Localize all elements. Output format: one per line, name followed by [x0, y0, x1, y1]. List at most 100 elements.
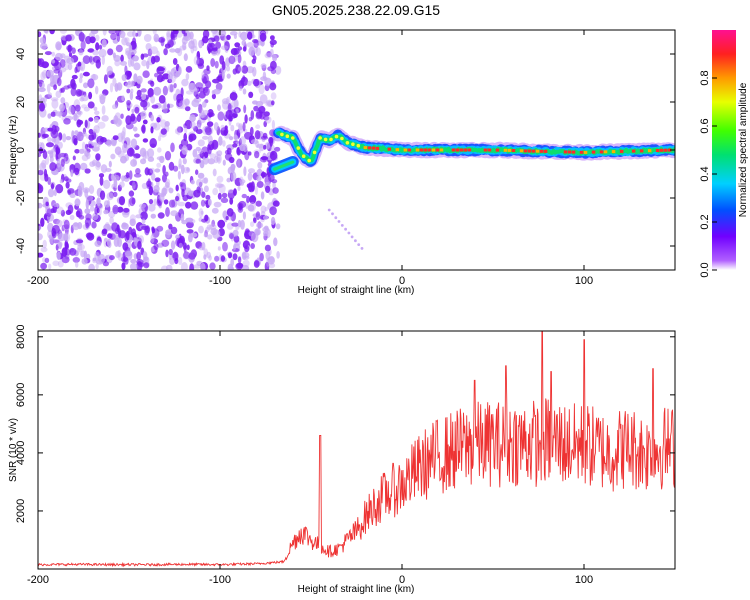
secondary-track	[268, 156, 299, 176]
tone-peak	[291, 136, 295, 140]
noise-blob	[50, 111, 56, 117]
noise-blob	[38, 132, 41, 138]
noise-blob	[203, 151, 209, 158]
noise-blob	[129, 262, 138, 270]
spectrogram-xtick-label: 0	[399, 275, 405, 287]
noise-blob	[197, 139, 205, 147]
noise-blob	[240, 136, 246, 146]
tone-core	[423, 148, 428, 152]
noise-blob	[121, 222, 129, 230]
noise-blob	[208, 113, 212, 118]
noise-blob	[125, 50, 132, 56]
noise-blob	[61, 247, 68, 257]
noise-blob	[110, 153, 116, 160]
noise-blob	[260, 191, 265, 200]
noise-blob	[240, 76, 249, 86]
noise-blob	[188, 82, 194, 91]
noise-blob	[165, 264, 173, 270]
noise-blob	[50, 74, 55, 85]
noise-blob	[65, 181, 70, 189]
noise-blob	[220, 45, 229, 50]
noise-blob	[112, 104, 118, 110]
tone-core	[451, 148, 456, 152]
noise-blob	[48, 263, 52, 270]
noise-blob	[106, 65, 113, 76]
noise-blob	[81, 258, 88, 265]
noise-blob	[53, 189, 57, 197]
noise-blob	[105, 168, 112, 172]
tone-peak	[318, 136, 322, 140]
noise-blob	[201, 218, 207, 223]
noise-blob	[84, 188, 89, 198]
tone-band	[276, 130, 675, 164]
noise-blob	[136, 75, 143, 85]
noise-blob	[95, 42, 100, 51]
noise-blob	[270, 35, 275, 41]
noise-blob	[234, 42, 241, 48]
noise-blob	[124, 250, 132, 257]
noise-blob	[153, 243, 159, 251]
noise-blob	[88, 185, 95, 194]
noise-blob	[168, 75, 176, 84]
noise-blob	[198, 112, 206, 118]
noise-blob	[188, 233, 193, 243]
noise-blob	[150, 56, 156, 65]
tone-core	[639, 149, 644, 153]
noise-blob	[98, 48, 107, 58]
tone-core	[531, 149, 536, 153]
noise-blob	[98, 93, 107, 100]
snr-xtick-label: -100	[209, 574, 231, 586]
tone-peak	[329, 137, 333, 142]
noise-blob	[254, 185, 258, 195]
noise-blob	[217, 192, 222, 200]
noise-blob	[168, 161, 175, 171]
noise-blob	[170, 30, 178, 38]
noise-blob	[132, 180, 138, 191]
noise-blob	[67, 63, 73, 71]
noise-blob	[117, 119, 123, 126]
noise-blob	[226, 147, 232, 155]
noise-blob	[92, 55, 101, 64]
noise-blob	[73, 222, 79, 227]
noise-blob	[133, 237, 137, 243]
noise-blob	[162, 85, 168, 96]
noise-blob	[203, 68, 211, 75]
noise-blob	[197, 63, 205, 69]
noise-blob	[214, 182, 223, 189]
tone-core	[375, 146, 380, 150]
noise-blob	[265, 142, 271, 150]
noise-blob	[237, 66, 244, 72]
tone-core	[603, 150, 608, 154]
noise-blob	[38, 87, 46, 93]
noise-blob	[78, 77, 83, 84]
spectrogram-xlabel: Height of straight line (km)	[298, 285, 415, 296]
noise-blob	[242, 265, 250, 270]
tone-core	[419, 148, 424, 152]
noise-blob	[208, 255, 212, 261]
noise-blob	[190, 121, 196, 129]
tone-core	[483, 148, 488, 152]
noise-blob	[106, 140, 112, 147]
noise-blob	[183, 98, 191, 106]
noise-blob	[133, 173, 142, 178]
noise-blob	[38, 94, 43, 101]
noise-blob	[69, 193, 76, 198]
noise-blob	[60, 158, 65, 167]
noise-blob	[89, 205, 95, 212]
noise-blob	[94, 240, 102, 247]
noise-blob	[141, 59, 147, 67]
noise-blob	[103, 209, 109, 215]
noise-blob	[229, 92, 238, 101]
noise-blob	[251, 232, 259, 243]
noise-blob	[150, 114, 155, 122]
tone-core	[523, 149, 528, 153]
noise-blob	[95, 161, 101, 168]
noise-blob	[135, 214, 142, 219]
noise-blob	[112, 52, 116, 59]
noise-blob	[222, 241, 228, 252]
noise-blob	[82, 71, 90, 77]
noise-blob	[105, 222, 110, 228]
noise-blob	[115, 250, 120, 258]
noise-blob	[211, 219, 216, 227]
noise-blob	[232, 253, 238, 261]
